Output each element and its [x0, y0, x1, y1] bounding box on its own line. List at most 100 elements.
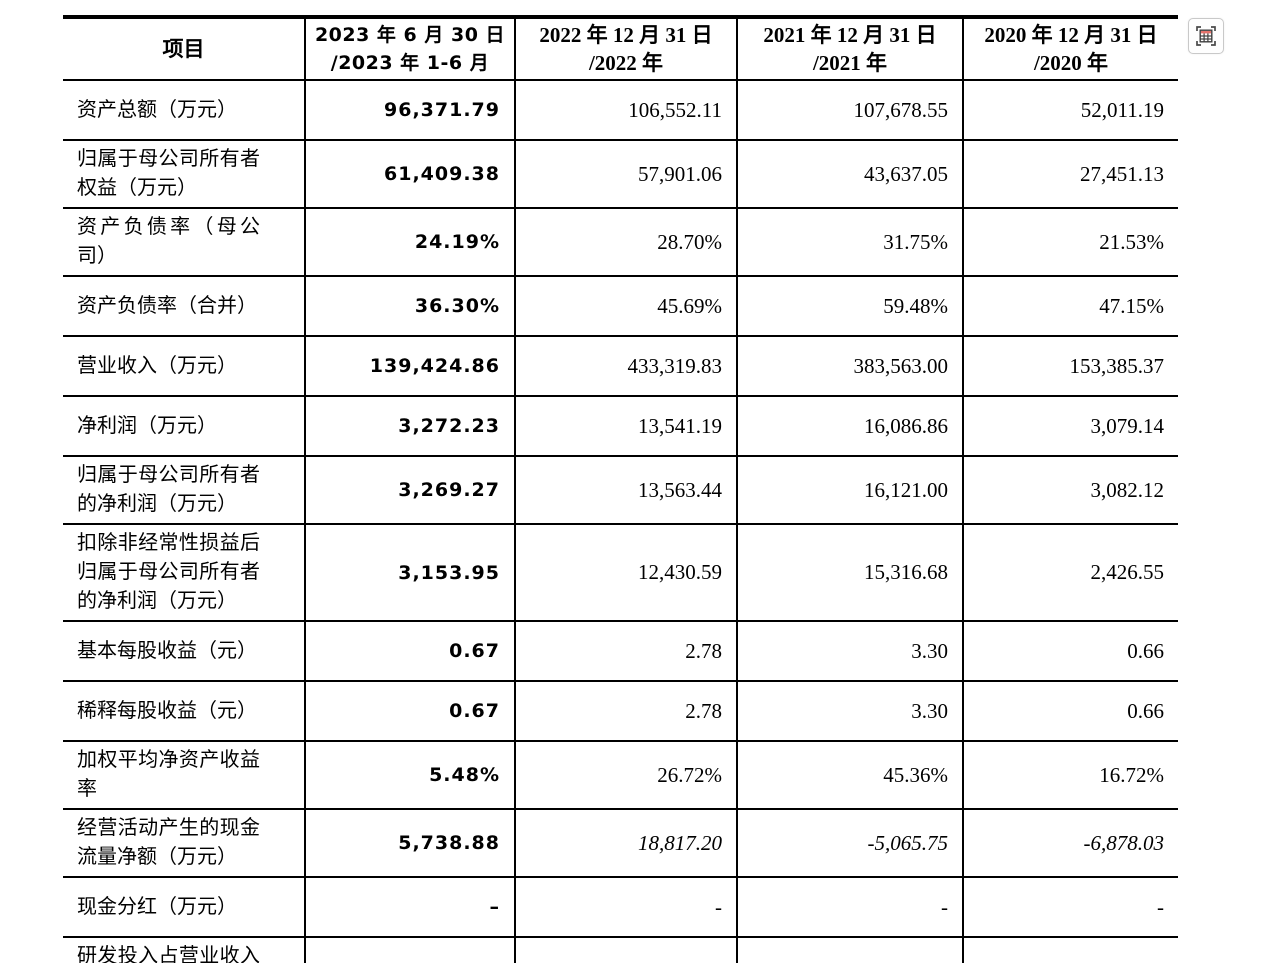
cell-value: 139,424.86	[305, 336, 516, 397]
cell-value: 57,901.06	[515, 140, 738, 209]
financial-summary-table: 项目 2023 年 6 月 30 日 /2023 年 1-6 月 2022 年 …	[63, 15, 1178, 963]
row-label: 资产负债率（母公司）	[63, 208, 306, 277]
cell-value: 3,272.23	[305, 396, 516, 457]
header-item: 项目	[63, 17, 306, 81]
header-2022: 2022 年 12 月 31 日 /2022 年	[515, 17, 738, 81]
table-header-row: 项目 2023 年 6 月 30 日 /2023 年 1-6 月 2022 年 …	[63, 17, 1178, 81]
row-label: 营业收入（万元）	[63, 336, 306, 397]
cell-value: 383,563.00	[737, 336, 964, 397]
table-capture-button[interactable]	[1188, 18, 1224, 54]
table-row: 加权平均净资产收益率 5.48% 26.72% 45.36% 16.72%	[63, 741, 1178, 810]
cell-value: 3.30	[737, 681, 964, 742]
header-line2: /2020 年	[1033, 51, 1109, 75]
cell-value: 26.72%	[515, 741, 738, 810]
table-row: 经营活动产生的现金流量净额（万元） 5,738.88 18,817.20 -5,…	[63, 809, 1178, 878]
cell-value: 13,541.19	[515, 396, 738, 457]
cell-value: -	[737, 877, 964, 938]
table-row: 资产负债率（母公司） 24.19% 28.70% 31.75% 21.53%	[63, 208, 1178, 277]
header-line2: /2022 年	[588, 51, 664, 75]
header-line1: 2022 年 12 月 31 日	[539, 23, 713, 47]
table-row: 扣除非经常性损益后归属于母公司所有者的净利润（万元） 3,153.95 12,4…	[63, 524, 1178, 622]
cell-value: 27,451.13	[963, 140, 1178, 209]
cell-value: 16,121.00	[737, 456, 964, 525]
cell-value: 21.53%	[963, 208, 1178, 277]
table-row: 资产总额（万元） 96,371.79 106,552.11 107,678.55…	[63, 80, 1178, 141]
cell-value: 3,082.12	[963, 456, 1178, 525]
header-2023: 2023 年 6 月 30 日 /2023 年 1-6 月	[305, 17, 516, 81]
header-line2: /2023 年 1-6 月	[330, 52, 490, 74]
header-line1: 2021 年 12 月 31 日	[763, 23, 937, 47]
cell-value: 12,430.59	[515, 524, 738, 622]
table-row: 归属于母公司所有者的净利润（万元） 3,269.27 13,563.44 16,…	[63, 456, 1178, 525]
cell-value: 0.66	[963, 621, 1178, 682]
row-label: 加权平均净资产收益率	[63, 741, 306, 810]
row-label: 归属于母公司所有者的净利润（万元）	[63, 456, 306, 525]
cell-value: 45.69%	[515, 276, 738, 337]
cell-value: 1.83%	[305, 937, 516, 963]
cell-value: 2.78	[515, 621, 738, 682]
header-line1: 2020 年 12 月 31 日	[984, 23, 1158, 47]
cell-value: 31.75%	[737, 208, 964, 277]
cell-value: 18,817.20	[515, 809, 738, 878]
table-row: 营业收入（万元） 139,424.86 433,319.83 383,563.0…	[63, 336, 1178, 397]
row-label: 归属于母公司所有者权益（万元）	[63, 140, 306, 209]
row-label: 稀释每股收益（元）	[63, 681, 306, 742]
header-line2: /2021 年	[812, 51, 888, 75]
cell-value: 106,552.11	[515, 80, 738, 141]
cell-value: 52,011.19	[963, 80, 1178, 141]
cell-value: 0.67	[305, 681, 516, 742]
cell-value: 43,637.05	[737, 140, 964, 209]
cell-value: 3,269.27	[305, 456, 516, 525]
cell-value: -	[515, 877, 738, 938]
cell-value: 16.72%	[963, 741, 1178, 810]
table-row: 现金分红（万元） – - - -	[63, 877, 1178, 938]
table-capture-icon	[1195, 25, 1217, 47]
cell-value: 3.30	[737, 621, 964, 682]
cell-value: 47.15%	[963, 276, 1178, 337]
cell-value: 1.53%	[963, 937, 1178, 963]
cell-value: 153,385.37	[963, 336, 1178, 397]
row-label: 扣除非经常性损益后归属于母公司所有者的净利润（万元）	[63, 524, 306, 622]
cell-value: 59.48%	[737, 276, 964, 337]
row-label: 资产总额（万元）	[63, 80, 306, 141]
header-2021: 2021 年 12 月 31 日 /2021 年	[737, 17, 964, 81]
cell-value: 45.36%	[737, 741, 964, 810]
header-line1: 项目	[162, 37, 205, 61]
cell-value: 15,316.68	[737, 524, 964, 622]
row-label: 资产负债率（合并）	[63, 276, 306, 337]
cell-value: 107,678.55	[737, 80, 964, 141]
cell-value: 5.48%	[305, 741, 516, 810]
cell-value: 0.96%	[737, 937, 964, 963]
cell-value: –	[305, 877, 516, 938]
cell-value: 24.19%	[305, 208, 516, 277]
cell-value: 13,563.44	[515, 456, 738, 525]
row-label: 经营活动产生的现金流量净额（万元）	[63, 809, 306, 878]
row-label: 现金分红（万元）	[63, 877, 306, 938]
row-label: 研发投入占营业收入的比例	[63, 937, 306, 963]
cell-value: -	[963, 877, 1178, 938]
cell-value: 28.70%	[515, 208, 738, 277]
cell-value: 3,153.95	[305, 524, 516, 622]
table-row: 基本每股收益（元） 0.67 2.78 3.30 0.66	[63, 621, 1178, 682]
cell-value: 1.42%	[515, 937, 738, 963]
cell-value: 36.30%	[305, 276, 516, 337]
cell-value: 96,371.79	[305, 80, 516, 141]
cell-value: 3,079.14	[963, 396, 1178, 457]
cell-value: 2,426.55	[963, 524, 1178, 622]
table-row: 稀释每股收益（元） 0.67 2.78 3.30 0.66	[63, 681, 1178, 742]
table-row: 净利润（万元） 3,272.23 13,541.19 16,086.86 3,0…	[63, 396, 1178, 457]
cell-value: 16,086.86	[737, 396, 964, 457]
cell-value: 5,738.88	[305, 809, 516, 878]
cell-value: 0.66	[963, 681, 1178, 742]
table-row: 资产负债率（合并） 36.30% 45.69% 59.48% 47.15%	[63, 276, 1178, 337]
table-row: 研发投入占营业收入的比例 1.83% 1.42% 0.96% 1.53%	[63, 937, 1178, 963]
table-row: 归属于母公司所有者权益（万元） 61,409.38 57,901.06 43,6…	[63, 140, 1178, 209]
cell-value: -6,878.03	[963, 809, 1178, 878]
cell-value: 2.78	[515, 681, 738, 742]
cell-value: 0.67	[305, 621, 516, 682]
header-2020: 2020 年 12 月 31 日 /2020 年	[963, 17, 1178, 81]
cell-value: 433,319.83	[515, 336, 738, 397]
header-line1: 2023 年 6 月 30 日	[314, 24, 506, 46]
cell-value: -5,065.75	[737, 809, 964, 878]
row-label: 净利润（万元）	[63, 396, 306, 457]
